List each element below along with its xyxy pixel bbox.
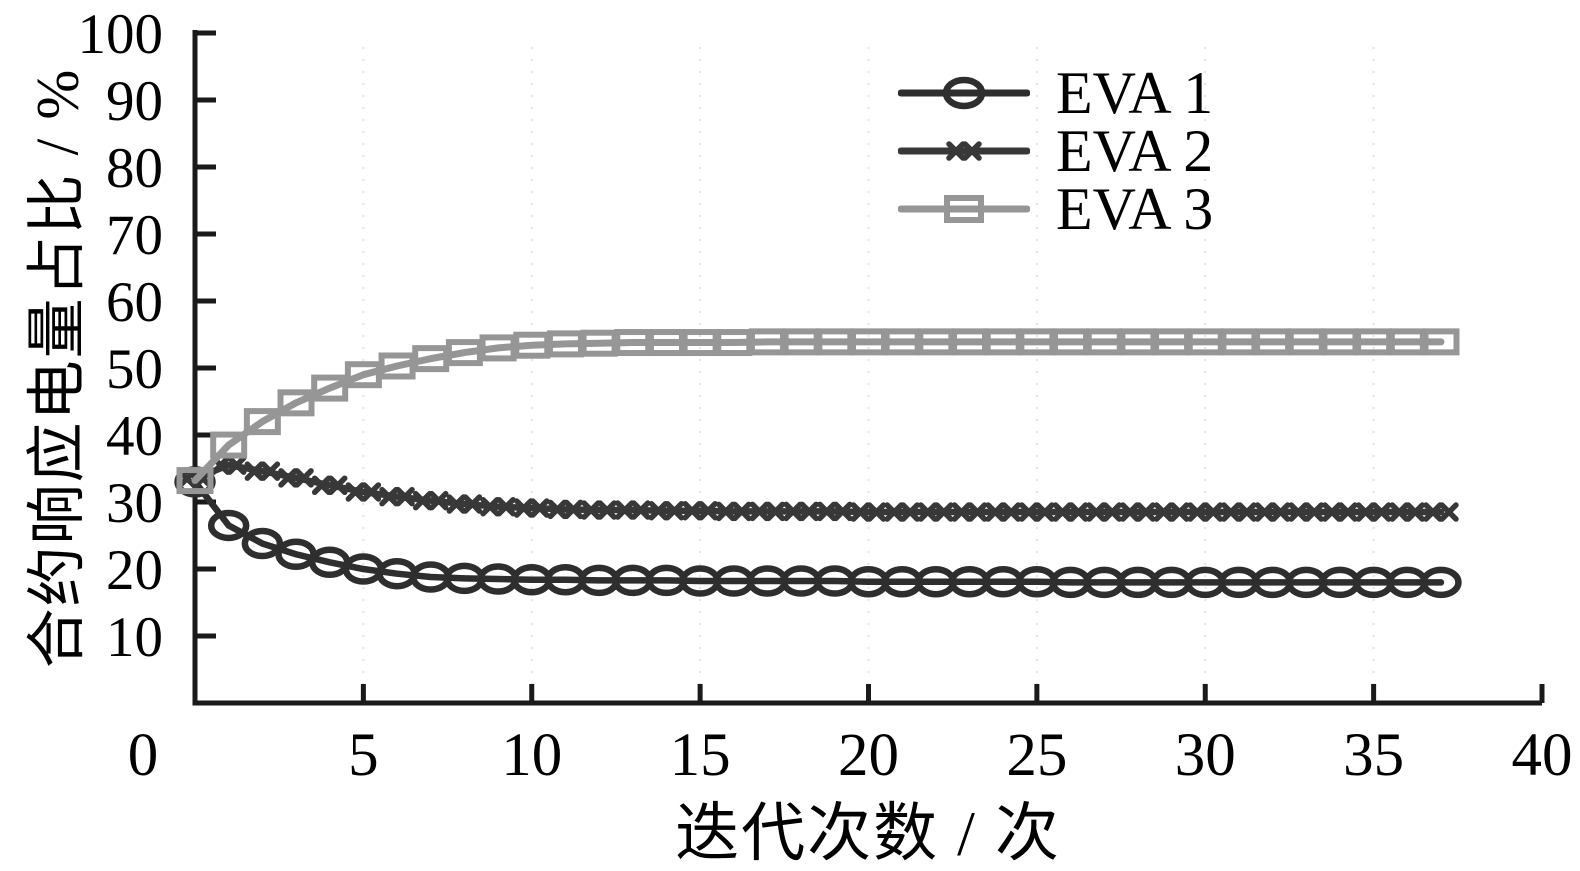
y-tick-label-60: 60 (106, 271, 163, 334)
series-markers-eva-3 (176, 328, 1460, 495)
series-markers-eva-1 (174, 466, 1462, 599)
legend-sample-art (898, 195, 1030, 223)
axes (192, 30, 1542, 706)
legend-sample-eva-2 (898, 141, 1030, 161)
x-tick-label-0: 0 (128, 722, 159, 789)
x-tick-label-10: 10 (501, 722, 562, 789)
x-tick-label-5: 5 (348, 722, 379, 789)
legend-label-eva-3: EVA 3 (1056, 176, 1214, 242)
legend-label-eva-2: EVA 2 (1056, 118, 1214, 184)
legend-label-eva-1: EVA 1 (1056, 60, 1214, 126)
y-tick-label-80: 80 (106, 137, 163, 200)
y-tick-label-30: 30 (106, 472, 163, 535)
x-tick-label-20: 20 (838, 722, 899, 789)
x-tick-label-35: 35 (1343, 722, 1404, 789)
x-tick-labels: 0 5 10 15 20 25 30 35 40 (128, 722, 1573, 789)
y-axis-ticks (195, 30, 216, 639)
legend-sample-eva-1 (898, 76, 1030, 110)
y-tick-label-50: 50 (106, 338, 163, 401)
legend-item-eva-1: EVA 1 (898, 60, 1214, 126)
legend-item-eva-3: EVA 3 (898, 176, 1214, 242)
legend: EVA 1 EVA 2 EVA 3 (898, 60, 1214, 242)
series-markers-eva-2 (177, 455, 1459, 522)
x-tick-label-15: 15 (670, 722, 731, 789)
legend-sample-art (898, 76, 1030, 110)
x-axis-ticks (360, 684, 1545, 703)
legend-sample-eva-3 (898, 195, 1030, 223)
x-tick-label-40: 40 (1512, 722, 1573, 789)
y-tick-label-70: 70 (106, 204, 163, 267)
y-axis-label: 合约响应电量占比 / % (24, 67, 91, 669)
legend-sample-art (898, 141, 1030, 161)
gridlines (362, 47, 1375, 699)
y-tick-label-100: 100 (78, 3, 164, 66)
x-tick-label-30: 30 (1175, 722, 1236, 789)
y-tick-label-20: 20 (106, 539, 163, 602)
y-tick-label-10: 10 (106, 606, 163, 669)
x-axis-label: 迭代次数 / 次 (675, 798, 1061, 869)
x-tick-label-25: 25 (1006, 722, 1067, 789)
y-tick-label-40: 40 (106, 405, 163, 468)
legend-item-eva-2: EVA 2 (898, 118, 1214, 184)
y-tick-label-90: 90 (106, 70, 163, 133)
